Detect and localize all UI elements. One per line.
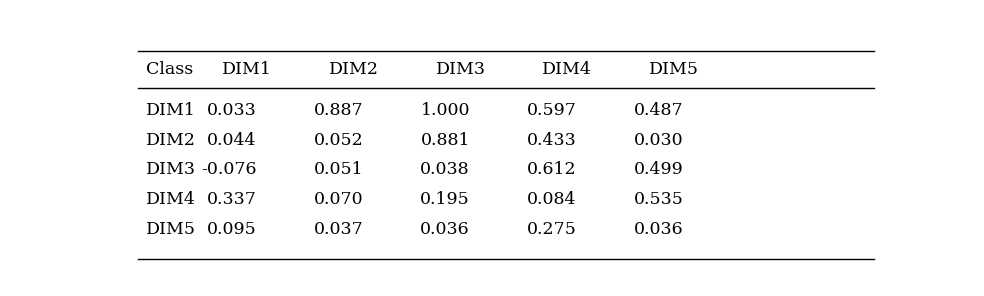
Text: 0.084: 0.084 — [527, 191, 577, 208]
Text: 0.597: 0.597 — [526, 102, 577, 119]
Text: DIM1: DIM1 — [222, 61, 272, 78]
Text: DIM3: DIM3 — [436, 61, 486, 78]
Text: Class: Class — [146, 61, 193, 78]
Text: 0.044: 0.044 — [207, 132, 257, 149]
Text: DIM1: DIM1 — [146, 102, 196, 119]
Text: DIM2: DIM2 — [329, 61, 379, 78]
Text: DIM4: DIM4 — [146, 191, 196, 208]
Text: 0.275: 0.275 — [526, 221, 577, 238]
Text: 0.612: 0.612 — [527, 162, 577, 178]
Text: DIM5: DIM5 — [146, 221, 196, 238]
Text: 0.036: 0.036 — [420, 221, 470, 238]
Text: DIM5: DIM5 — [649, 61, 700, 78]
Text: 0.487: 0.487 — [634, 102, 684, 119]
Text: 0.881: 0.881 — [420, 132, 470, 149]
Text: DIM3: DIM3 — [146, 162, 196, 178]
Text: 0.887: 0.887 — [314, 102, 363, 119]
Text: 0.499: 0.499 — [634, 162, 684, 178]
Text: 0.433: 0.433 — [527, 132, 577, 149]
Text: 0.070: 0.070 — [314, 191, 363, 208]
Text: 0.052: 0.052 — [314, 132, 363, 149]
Text: 0.033: 0.033 — [207, 102, 257, 119]
Text: DIM4: DIM4 — [542, 61, 592, 78]
Text: 0.535: 0.535 — [634, 191, 684, 208]
Text: 0.037: 0.037 — [314, 221, 363, 238]
Text: DIM2: DIM2 — [146, 132, 196, 149]
Text: 0.195: 0.195 — [420, 191, 470, 208]
Text: -0.076: -0.076 — [201, 162, 257, 178]
Text: 0.038: 0.038 — [420, 162, 470, 178]
Text: 0.051: 0.051 — [314, 162, 363, 178]
Text: 0.337: 0.337 — [207, 191, 257, 208]
Text: 0.095: 0.095 — [207, 221, 257, 238]
Text: 0.030: 0.030 — [634, 132, 684, 149]
Text: 1.000: 1.000 — [420, 102, 470, 119]
Text: 0.036: 0.036 — [634, 221, 684, 238]
